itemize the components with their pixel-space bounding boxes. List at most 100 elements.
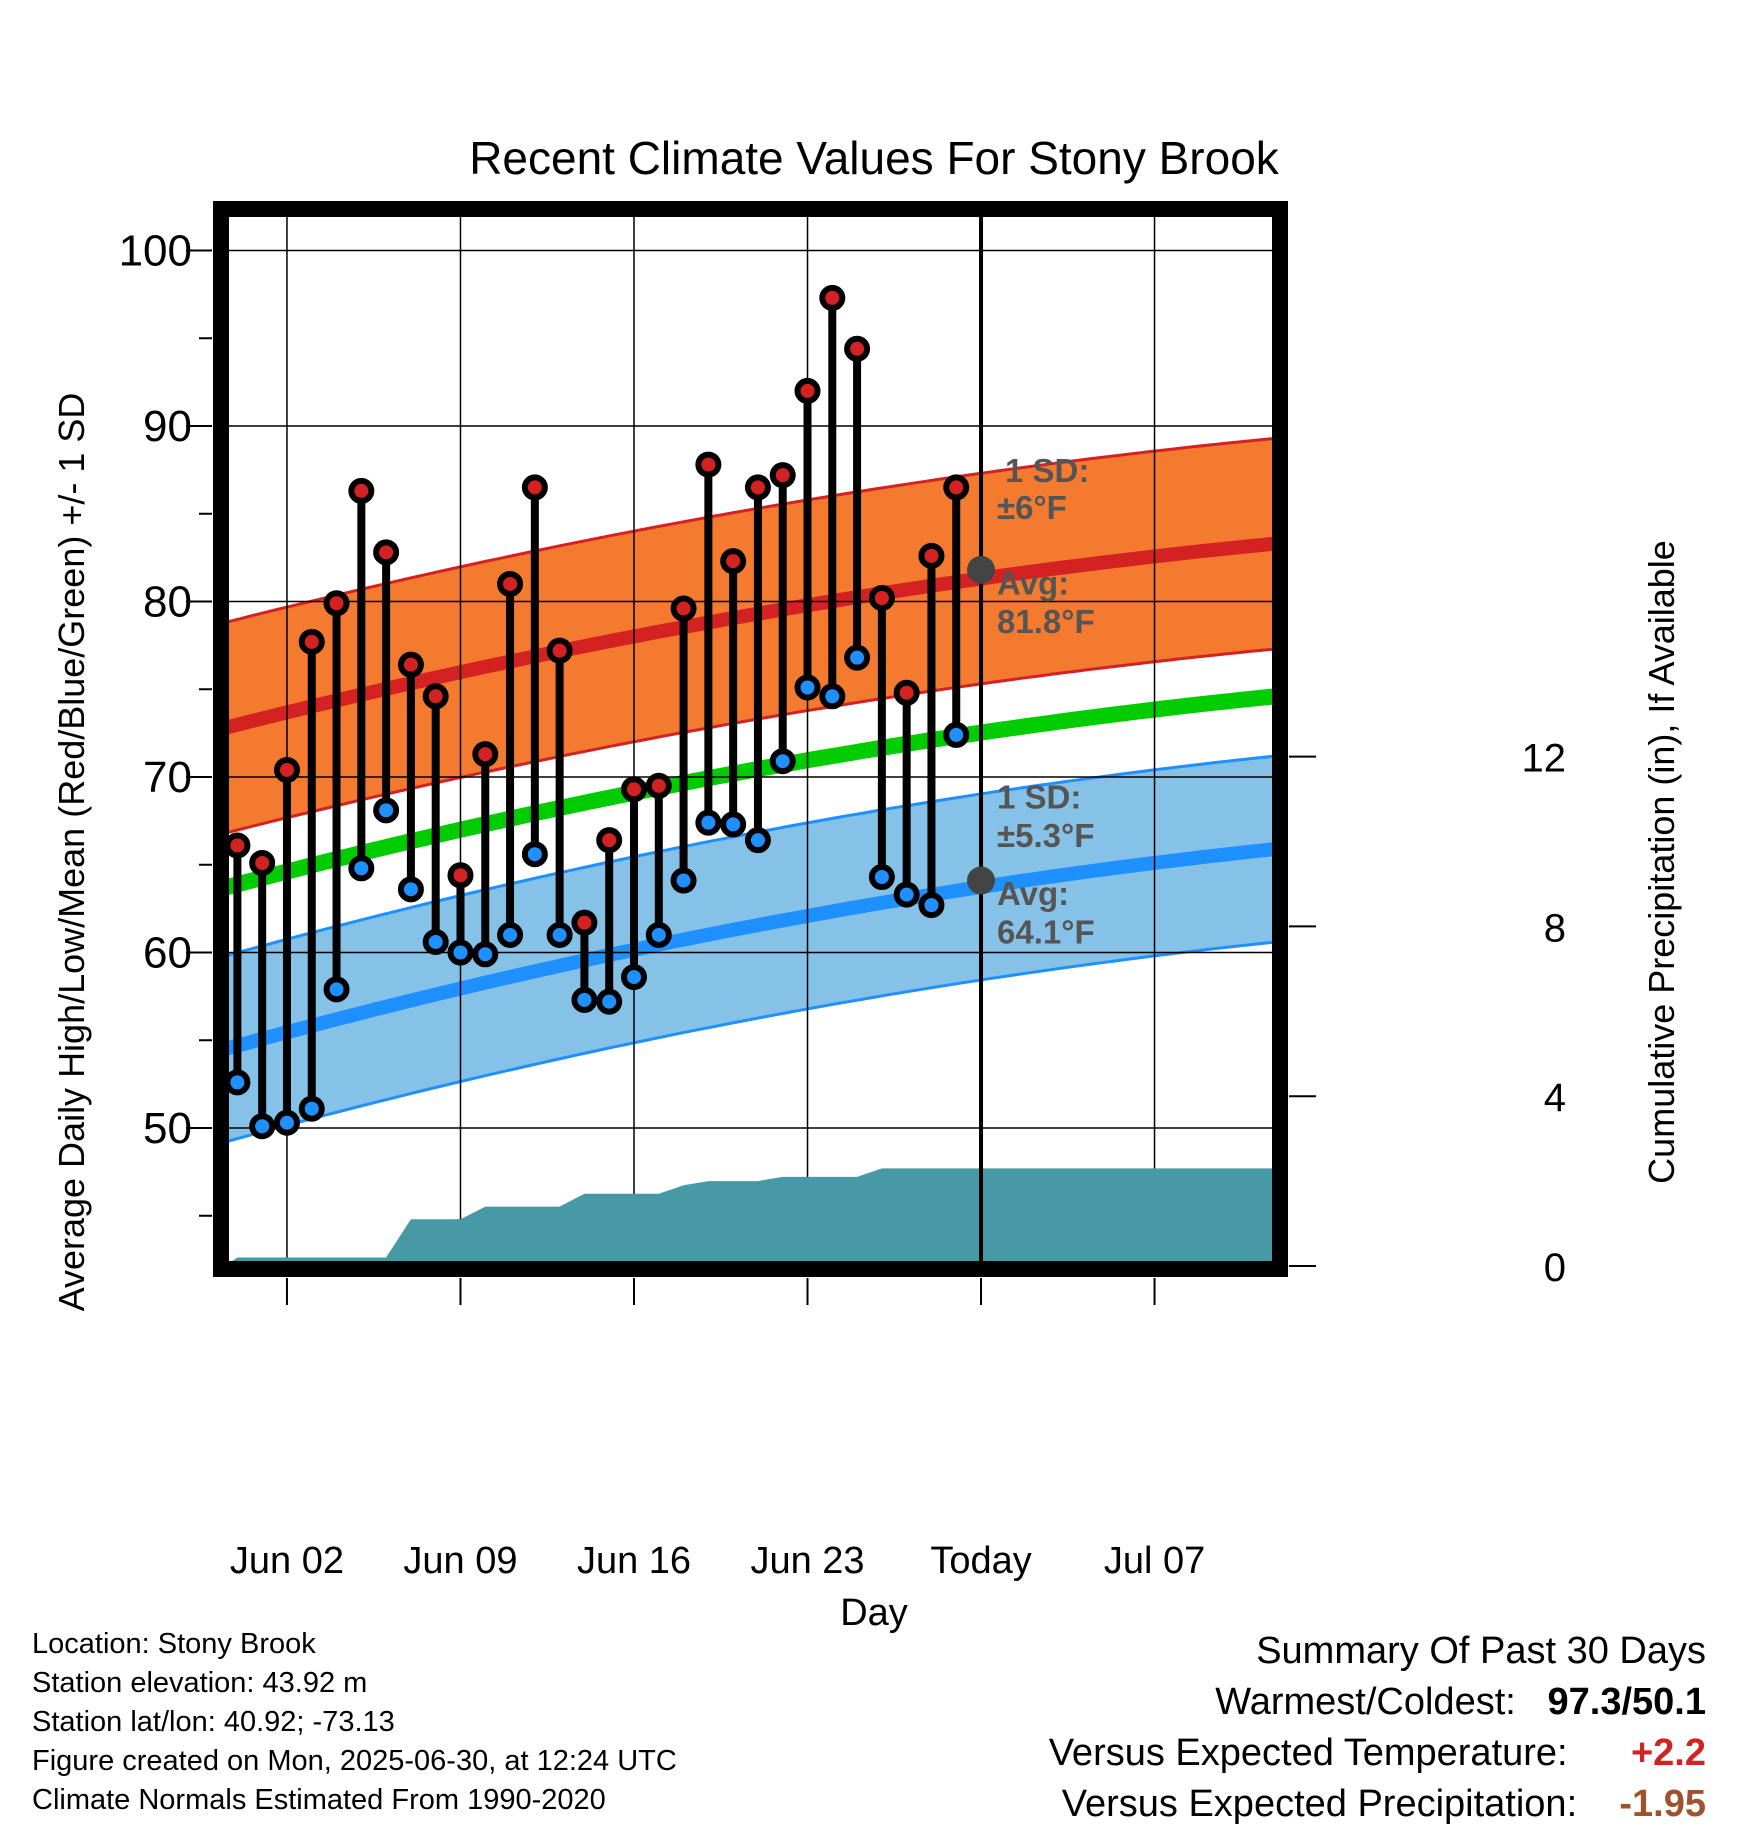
low-avg-value: 64.1°F: [997, 914, 1095, 951]
daily-high-point: [695, 451, 722, 478]
daily-low-point: [744, 827, 771, 854]
daily-low-point: [645, 921, 672, 948]
y-tick-label-70: 70: [143, 753, 192, 802]
cumulative-precip-area: [226, 1168, 1276, 1265]
daily-low-point: [225, 1069, 251, 1096]
daily-low-point: [447, 939, 474, 966]
high-sd-value: ±6°F: [997, 489, 1067, 526]
summary-precip: Versus Expected Precipitation: -1.95: [1062, 1785, 1706, 1823]
daily-high-point: [298, 628, 325, 655]
precip-value: -1.95: [1619, 1783, 1706, 1825]
mean-normal-line: [225, 688, 1276, 896]
y-axis-label: Average Daily High/Low/Mean (Red/Blue/Gr…: [51, 393, 92, 1312]
latlon-text: Station lat/lon: 40.92; -73.13: [32, 1706, 395, 1738]
high-normal-upper-sd-line: [225, 436, 1276, 625]
daily-high-point: [497, 570, 524, 597]
temp-label: Versus Expected Temperature:: [1048, 1732, 1568, 1774]
daily-low-point: [571, 986, 598, 1013]
daily-low-point: [422, 928, 449, 955]
daily-high-point: [273, 756, 300, 783]
daily-high-point: [893, 679, 920, 706]
high-normal-band: [225, 438, 1276, 834]
daily-low-point: [695, 809, 722, 836]
chart-title: Recent Climate Values For Stony Brook: [469, 132, 1280, 184]
y-tick-label-50: 50: [143, 1104, 192, 1153]
y2-tick-label-0: 0: [1544, 1246, 1566, 1290]
x-tick-label-jun-09: Jun 09: [403, 1540, 517, 1582]
window-label-count: 30: [1005, 1382, 1042, 1419]
warm-cold-label: Warmest/Coldest:: [1215, 1681, 1516, 1723]
high-normal-lower-sd-line: [225, 647, 1276, 835]
daily-high-point: [249, 849, 276, 876]
created-text: Figure created on Mon, 2025-06-30, at 12…: [32, 1745, 677, 1777]
daily-low-point: [472, 941, 499, 968]
high-sd-label: 1 SD:: [1005, 452, 1089, 489]
daily-low-point: [397, 876, 424, 903]
daily-low-point: [620, 964, 647, 991]
y2-tick-label-4: 4: [1544, 1076, 1566, 1120]
daily-low-point: [794, 674, 821, 701]
daily-low-point: [249, 1113, 276, 1140]
y-tick-label-90: 90: [143, 402, 192, 451]
daily-high-point: [571, 909, 598, 936]
daily-low-point: [298, 1095, 325, 1122]
daily-high-point: [819, 284, 846, 311]
low-normal-lower-sd-line: [225, 940, 1276, 1144]
y2-axis-label: Cumulative Precipitation (in), If Availa…: [1641, 540, 1682, 1184]
low-avg-label: Avg:: [997, 875, 1069, 912]
daily-low-point: [819, 683, 846, 710]
daily-high-point: [373, 539, 400, 566]
high-avg-value: 81.8°F: [997, 603, 1095, 640]
daily-low-point: [670, 867, 697, 894]
daily-low-point: [373, 797, 400, 824]
daily-high-point: [323, 590, 350, 617]
y-tick-label-80: 80: [143, 578, 192, 627]
daily-high-point: [348, 477, 375, 504]
x-axis-label: Day: [840, 1592, 908, 1634]
daily-low-point: [323, 976, 350, 1003]
daily-high-point: [447, 862, 474, 889]
daily-low-point: [769, 748, 796, 775]
daily-low-point: [868, 864, 895, 891]
daily-high-point: [422, 683, 449, 710]
today-high-avg-marker: [967, 555, 996, 584]
daily-high-point: [943, 474, 970, 501]
daily-high-point: [918, 542, 945, 569]
plot-frame: [213, 201, 1288, 1277]
low-normal-line: [225, 842, 1276, 1056]
daily-high-point: [744, 474, 771, 501]
daily-low-point: [521, 841, 548, 868]
low-sd-label: 1 SD:: [997, 779, 1081, 816]
x-tick-label-jul-07: Jul 07: [1104, 1540, 1205, 1582]
daily-low-point: [893, 881, 920, 908]
today-low-avg-marker: [967, 866, 996, 895]
y-tick-label-100: 100: [119, 227, 192, 276]
low-sd-value: ±5.3°F: [997, 817, 1094, 854]
summary-temp: Versus Expected Temperature: +2.2: [1049, 1734, 1706, 1772]
daily-low-point: [720, 811, 747, 838]
daily-high-point: [546, 637, 573, 664]
elevation-text: Station elevation: 43.92 m: [32, 1667, 368, 1699]
daily-low-point: [943, 721, 970, 748]
warm-cold-value: 97.3/50.1: [1547, 1681, 1706, 1723]
y-tick-label-60: 60: [143, 929, 192, 978]
daily-high-point: [645, 772, 672, 799]
daily-high-point: [596, 827, 623, 854]
summary-heading: Summary Of Past 30 Days: [1256, 1630, 1706, 1672]
daily-low-point: [844, 644, 871, 671]
daily-high-point: [670, 595, 697, 622]
daily-low-point: [918, 892, 945, 919]
temp-value: +2.2: [1630, 1732, 1706, 1774]
high-avg-label: Avg:: [997, 564, 1069, 601]
daily-high-point: [225, 832, 251, 859]
x-tick-label-today: Today: [930, 1540, 1031, 1582]
location-text: Location: Stony Brook: [32, 1628, 316, 1660]
daily-high-point: [521, 474, 548, 501]
daily-high-point: [769, 462, 796, 489]
daily-high-point: [720, 548, 747, 575]
precip-label: Versus Expected Precipitation:: [1061, 1783, 1578, 1825]
daily-low-point: [497, 921, 524, 948]
daily-high-point: [472, 741, 499, 768]
